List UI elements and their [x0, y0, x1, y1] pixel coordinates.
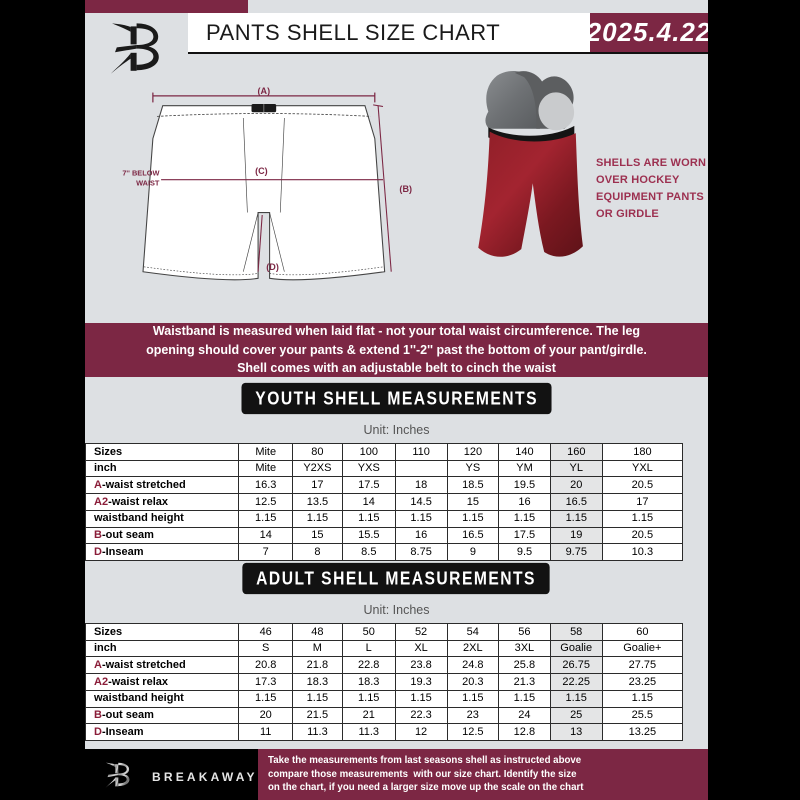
svg-text:(C): (C) — [255, 166, 268, 176]
svg-text:(A): (A) — [258, 86, 271, 96]
svg-text:WAIST: WAIST — [136, 178, 160, 187]
svg-text:(D): (D) — [266, 262, 279, 272]
svg-text:(B): (B) — [399, 184, 412, 194]
svg-text:7'' BELOW: 7'' BELOW — [122, 169, 159, 178]
